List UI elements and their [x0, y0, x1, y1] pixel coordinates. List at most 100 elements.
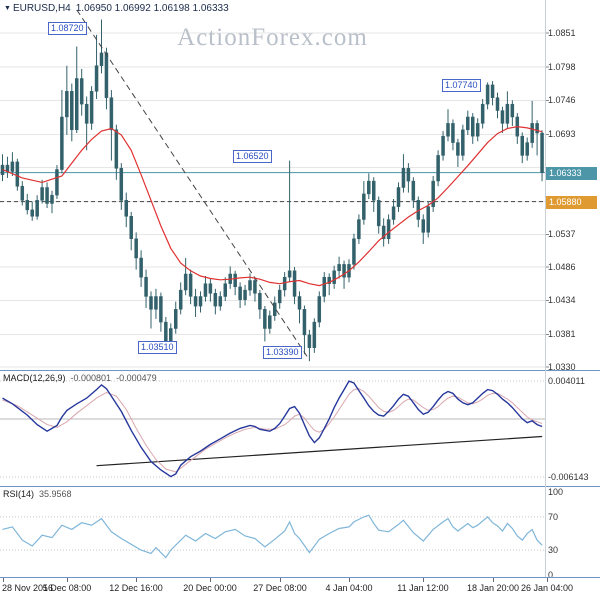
candle-body — [203, 283, 208, 297]
candle-body — [89, 91, 94, 124]
candle-body — [396, 187, 401, 207]
candle-body — [322, 276, 326, 297]
candle-body — [124, 200, 128, 217]
candle-body — [70, 91, 74, 131]
candle-body — [164, 321, 168, 342]
time-axis: 28 Nov 2016 5 Dec 08:00 12 Dec 16:00 20 Dec… — [0, 577, 600, 600]
candle-body — [510, 103, 515, 118]
candle-body — [530, 123, 534, 143]
candle-body — [401, 168, 406, 188]
candle-body — [451, 123, 455, 143]
candle-body — [461, 129, 465, 156]
candle-body — [411, 180, 416, 201]
candle-body — [436, 155, 440, 182]
candle-body — [134, 238, 138, 259]
candle-body — [104, 52, 109, 99]
candle-body — [282, 276, 287, 291]
candle-body — [193, 296, 198, 307]
chart-symbol-timeframe: EURUSD,H4 — [12, 3, 71, 14]
candle-body — [253, 280, 257, 294]
macd-label: MACD(12,26,9) — [3, 373, 66, 383]
candle-body — [466, 116, 470, 131]
time-axis-label: 20 Dec 00:00 — [183, 583, 237, 593]
macd-trendline — [96, 435, 543, 467]
candle-body — [426, 206, 430, 233]
candle-body — [50, 194, 54, 204]
price-axis-label: 1.0693 — [548, 129, 576, 139]
candle-body — [119, 168, 124, 201]
price-annotation: 1.06520 — [233, 150, 272, 163]
macd-main-line — [2, 380, 543, 478]
candle-body — [188, 273, 193, 297]
candle-body — [10, 161, 15, 172]
candle-body — [357, 219, 361, 240]
candle-body — [45, 187, 49, 204]
macd-axis-label: 0.004011 — [548, 376, 585, 386]
time-axis-label: 18 Jan 20:00 — [466, 583, 520, 593]
price-axis-label: 1.0381 — [548, 329, 576, 339]
candle-body — [223, 283, 227, 297]
candle-body — [60, 116, 64, 170]
candle-body — [149, 296, 153, 310]
candle-body — [367, 180, 371, 195]
candle-body — [525, 142, 529, 156]
candle-body — [35, 200, 39, 217]
price-annotation: 1.08720 — [48, 22, 87, 35]
price-axis-label: 1.0330 — [548, 362, 576, 372]
candle-body — [198, 296, 203, 307]
support-level-tag: 1.05880 — [546, 196, 597, 209]
price-axis-label: 1.0486 — [548, 262, 576, 272]
candle-body — [520, 135, 524, 156]
price-annotation: 1.03390 — [263, 346, 302, 359]
current-price-tag: 1.06333 — [546, 167, 597, 180]
candle-body — [490, 84, 495, 98]
candle-body — [109, 97, 114, 131]
candle-body — [218, 296, 223, 307]
candle-body — [183, 273, 188, 291]
time-axis-label: 12 Dec 16:00 — [109, 583, 163, 593]
candle-body — [406, 168, 411, 182]
macd-signal-line — [2, 388, 543, 473]
candle-body — [342, 264, 346, 278]
price-axis-label: 1.0798 — [548, 62, 576, 72]
candle-body — [94, 65, 99, 92]
candle-body — [25, 200, 29, 211]
candle-body — [495, 97, 500, 111]
price-axis-label: 1.0537 — [548, 229, 576, 239]
rsi-line — [2, 514, 543, 559]
candle-body — [174, 309, 178, 329]
candle-body — [178, 289, 183, 310]
candle-body — [213, 293, 218, 307]
price-panel: ActionForex.com ▼ EURUSD,H4 1.06950 1.0699… — [0, 3, 597, 372]
price-scale-divider — [545, 0, 546, 577]
rsi-label-row: RSI(14) 35.9568 — [3, 489, 72, 499]
price-axis-label: 1.0434 — [548, 295, 576, 305]
candle-body — [287, 270, 292, 278]
candle-body — [258, 293, 262, 310]
candle-body — [327, 276, 331, 284]
candle-body — [312, 321, 317, 348]
time-axis-tick — [210, 578, 211, 582]
rsi-axis-label: 100 — [548, 487, 564, 497]
candle-body — [65, 91, 69, 118]
watermark: ActionForex.com — [177, 24, 368, 51]
candle-body — [362, 193, 366, 220]
candle-body — [456, 142, 460, 156]
moving-average-line — [2, 125, 543, 287]
price-axis-label: 1.0851 — [548, 28, 576, 38]
candle-body — [154, 296, 158, 310]
candle-body — [40, 187, 44, 201]
candle-body — [277, 289, 282, 304]
candle-body — [421, 219, 425, 233]
descending-trendline — [76, 9, 310, 361]
rsi-value: 35.9568 — [39, 489, 72, 499]
candle-body — [332, 270, 336, 284]
candle-body — [144, 276, 148, 297]
chart-ohlc-values: 1.06950 1.06992 1.06198 1.06333 — [75, 3, 229, 14]
candle-body — [20, 185, 25, 201]
candle-body — [297, 296, 302, 310]
candle-body — [505, 103, 510, 124]
candle-body — [535, 123, 539, 134]
chart-title: ▼ EURUSD,H4 1.06950 1.06992 1.06198 1.0633… — [4, 3, 229, 14]
